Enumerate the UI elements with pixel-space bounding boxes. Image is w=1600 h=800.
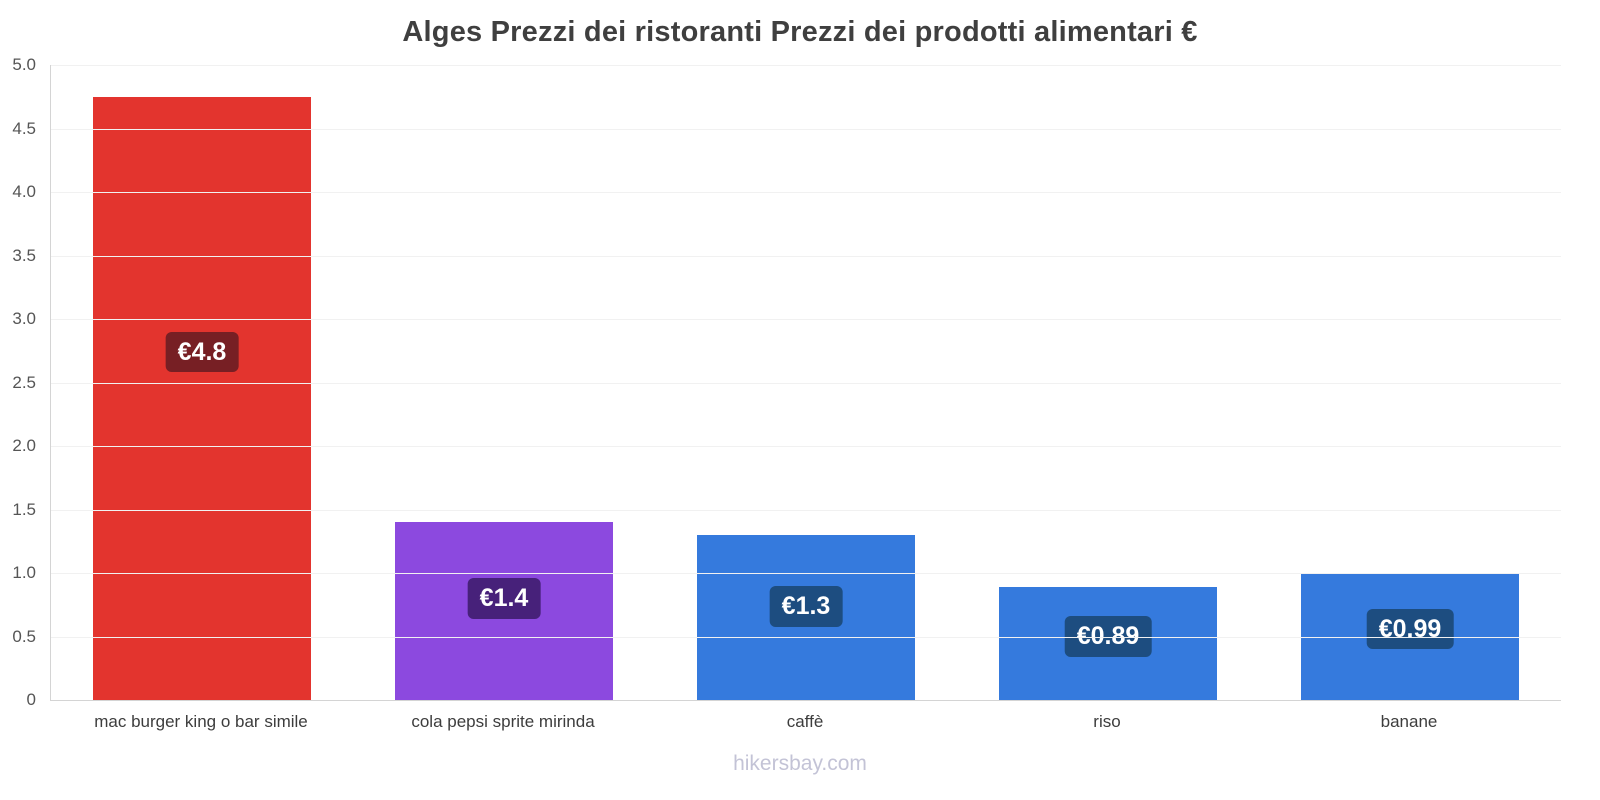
y-tick-label: 3.0 [12,309,36,328]
bar-slot: €1.4 [353,65,655,700]
y-tick-label: 4.5 [12,118,36,138]
y-tick-label: 5.0 [12,55,36,74]
bar-value-label: €0.89 [1064,615,1152,657]
x-axis-category-label: caffè [786,712,824,731]
gridline [51,128,1561,130]
bar-slot: €4.8 [51,65,353,700]
gridline [51,192,1561,193]
bar-value-label: €4.8 [165,331,239,373]
y-tick-label: 0 [26,690,36,709]
y-axis: 5.0 4.5 4.0 3.5 3.0 2.5 2.0 1.5 1.0 0.5 0 [0,55,42,709]
gridline [51,65,1561,66]
y-tick-label: 2.0 [12,436,36,455]
gridline [51,255,1561,257]
bars-row: €4.8 €1.4 €1.3 €0.89 €0.99 [51,65,1561,700]
bar-caffè: €1.3 [697,534,915,700]
bar-mac-burger-king-o-bar-simile: €4.8 [93,96,311,700]
gridline [51,319,1561,320]
x-axis-labels: mac burger king o bar simile cola pepsi s… [50,712,1560,732]
x-axis-category-label: cola pepsi sprite mirinda [411,712,595,731]
gridline [51,446,1561,447]
gridline [51,382,1561,384]
y-tick-label: 4.0 [12,182,36,201]
gridline [51,573,1561,574]
y-tick-label: 1.0 [12,563,36,582]
y-tick-label: 2.5 [12,372,36,392]
gridline [51,636,1561,638]
plot-area: €4.8 €1.4 €1.3 €0.89 €0.99 [50,65,1561,701]
x-axis-category-label: banane [1380,712,1438,731]
bar-slot: €0.89 [957,65,1259,700]
chart-title: Alges Prezzi dei ristoranti Prezzi dei p… [402,16,1198,48]
bar-cola-pepsi-sprite-mirinda: €1.4 [395,522,613,700]
bar-value-label: €1.3 [769,585,843,627]
bar-value-label: €0.99 [1366,608,1454,650]
bar-value-label: €1.4 [467,578,541,620]
x-axis-category-label: riso [1093,712,1121,731]
bar-riso: €0.89 [999,586,1217,700]
watermark-credit: hikersbay.com [733,752,867,775]
y-tick-label: 3.5 [12,245,36,265]
y-tick-label: 0.5 [12,626,36,646]
x-axis-category-label: mac burger king o bar simile [94,712,308,731]
bar-slot: €1.3 [655,65,957,700]
gridline [51,509,1561,511]
y-tick-label: 1.5 [12,499,36,519]
